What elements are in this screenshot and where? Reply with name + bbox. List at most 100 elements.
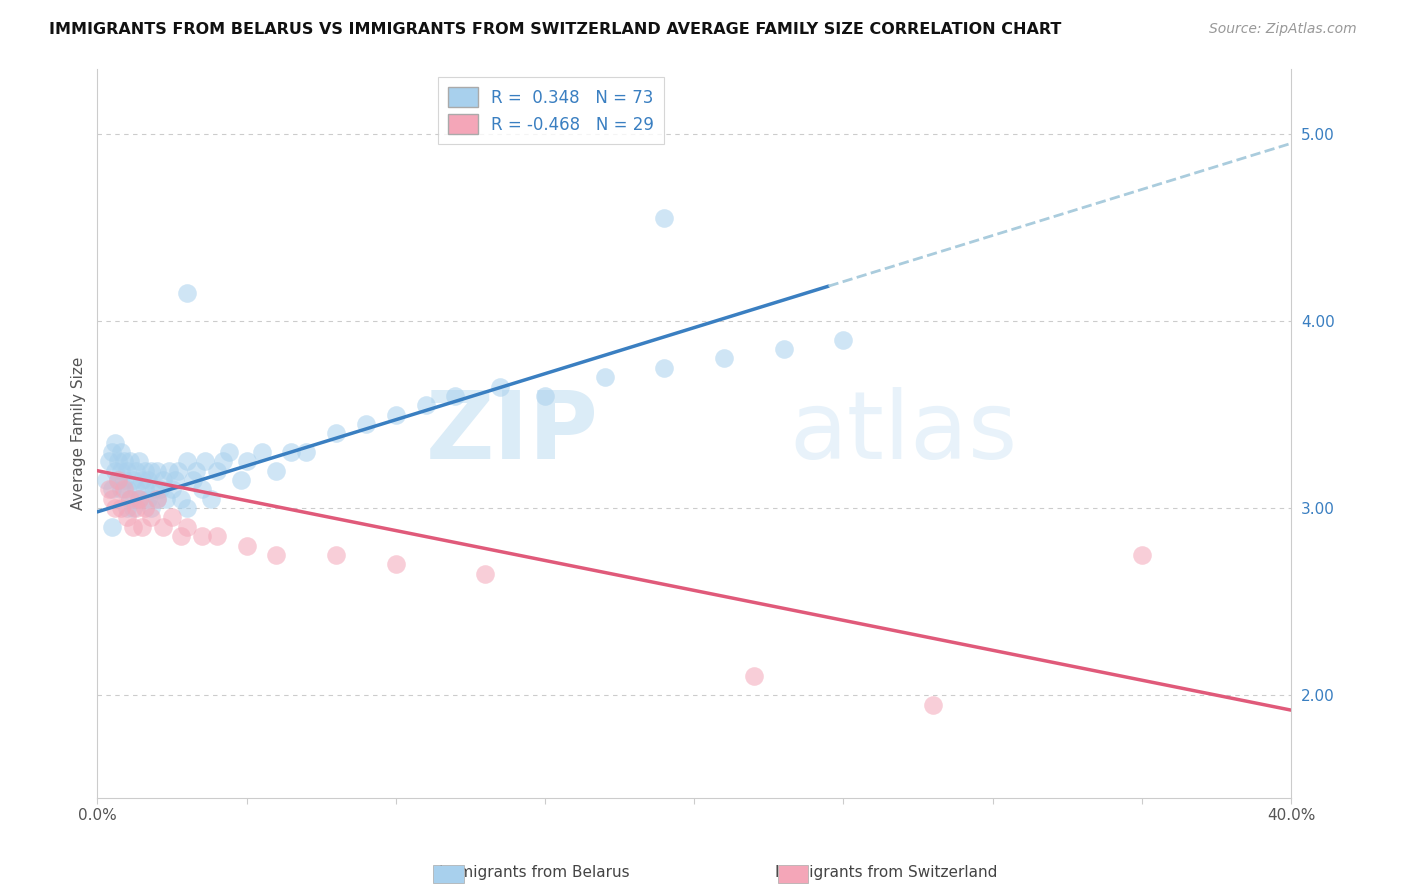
Point [101, 445, 124, 459]
Point [146, 491, 169, 506]
Point [131, 473, 153, 487]
Point [115, 501, 138, 516]
Text: Source: ZipAtlas.com: Source: ZipAtlas.com [1209, 22, 1357, 37]
Point [176, 520, 198, 534]
Point [110, 501, 132, 516]
Point [194, 454, 217, 468]
Point [211, 454, 233, 468]
Point [120, 454, 142, 468]
Point [139, 501, 162, 516]
Point [112, 454, 135, 468]
Point [295, 445, 318, 459]
Point [104, 435, 127, 450]
Point [155, 491, 177, 506]
Point [250, 445, 273, 459]
Point [205, 464, 228, 478]
Point [104, 501, 127, 516]
Point [96, 473, 118, 487]
Point [136, 473, 159, 487]
Point [205, 529, 228, 543]
Point [115, 464, 138, 478]
Point [160, 483, 183, 497]
Point [152, 473, 174, 487]
Point [1130, 548, 1153, 562]
Point [146, 464, 169, 478]
Text: IMMIGRANTS FROM BELARUS VS IMMIGRANTS FROM SWITZERLAND AVERAGE FAMILY SIZE CORRE: IMMIGRANTS FROM BELARUS VS IMMIGRANTS FR… [49, 22, 1062, 37]
Point [107, 473, 129, 487]
Point [266, 548, 288, 562]
Point [131, 520, 153, 534]
Point [128, 491, 150, 506]
Point [122, 520, 145, 534]
Point [354, 417, 377, 431]
Point [474, 566, 496, 581]
Point [176, 454, 198, 468]
Point [149, 483, 172, 497]
Point [120, 491, 142, 506]
Point [110, 464, 132, 478]
Point [167, 464, 190, 478]
Text: Immigrants from Switzerland: Immigrants from Switzerland [775, 865, 997, 880]
Text: Immigrants from Belarus: Immigrants from Belarus [439, 865, 630, 880]
Point [160, 510, 183, 524]
Point [122, 473, 145, 487]
Point [98, 483, 121, 497]
Point [112, 483, 135, 497]
Point [235, 454, 257, 468]
Point [112, 473, 135, 487]
Point [170, 529, 193, 543]
Point [134, 501, 156, 516]
Point [325, 426, 347, 441]
Text: ZIP: ZIP [426, 387, 599, 479]
Point [534, 389, 557, 403]
Point [157, 464, 180, 478]
Point [218, 445, 240, 459]
Point [128, 454, 150, 468]
Point [128, 491, 150, 506]
Point [170, 491, 193, 506]
Point [120, 491, 142, 506]
Point [654, 211, 676, 226]
Point [184, 464, 207, 478]
Point [125, 501, 148, 516]
Point [104, 464, 127, 478]
Point [163, 473, 186, 487]
Point [101, 483, 124, 497]
Point [139, 510, 162, 524]
Y-axis label: Average Family Size: Average Family Size [72, 357, 86, 510]
Point [101, 491, 124, 506]
Point [772, 342, 794, 356]
Point [122, 501, 145, 516]
Text: atlas: atlas [790, 387, 1018, 479]
Point [181, 473, 204, 487]
Point [134, 464, 156, 478]
Point [107, 454, 129, 468]
Point [229, 473, 252, 487]
Point [176, 501, 198, 516]
Point [191, 529, 214, 543]
Point [115, 510, 138, 524]
Point [125, 483, 148, 497]
Point [107, 473, 129, 487]
Point [280, 445, 302, 459]
Point [713, 351, 735, 366]
Point [593, 370, 616, 384]
Point [136, 491, 159, 506]
Point [191, 483, 214, 497]
Point [134, 483, 156, 497]
Point [922, 698, 945, 712]
Point [139, 464, 162, 478]
Point [110, 483, 132, 497]
Legend: R =  0.348   N = 73, R = -0.468   N = 29: R = 0.348 N = 73, R = -0.468 N = 29 [437, 77, 664, 145]
Point [110, 445, 132, 459]
Point [489, 379, 512, 393]
Point [115, 483, 138, 497]
Point [385, 558, 408, 572]
Point [143, 483, 166, 497]
Point [146, 491, 169, 506]
Point [415, 398, 437, 412]
Point [98, 454, 121, 468]
Point [654, 360, 676, 375]
Point [235, 539, 257, 553]
Point [325, 548, 347, 562]
